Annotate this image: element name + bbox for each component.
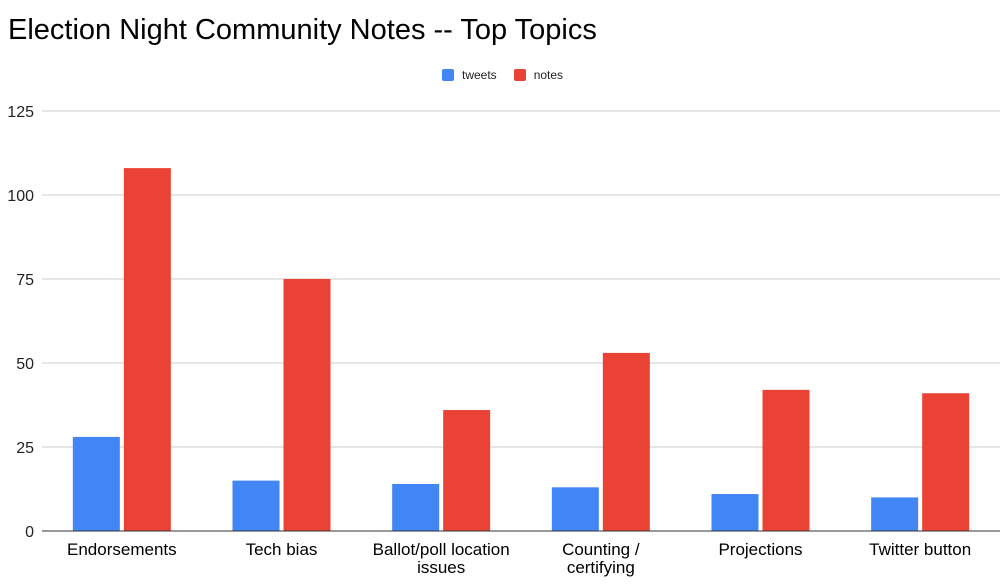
bar-tweets xyxy=(551,487,599,531)
legend-item-tweets: tweets xyxy=(442,68,497,82)
bar-tweets xyxy=(711,494,759,531)
legend: tweets notes xyxy=(442,68,580,82)
y-tick-label: 25 xyxy=(16,440,34,457)
bar-notes xyxy=(762,389,810,531)
legend-swatch-tweets xyxy=(442,69,454,81)
bar-tweets xyxy=(232,480,280,531)
bar-notes xyxy=(922,393,970,531)
legend-swatch-notes xyxy=(513,69,526,81)
bar-tweets xyxy=(72,436,120,531)
bar-notes xyxy=(602,352,650,531)
legend-label-notes: notes xyxy=(533,68,564,82)
legend-label-tweets: tweets xyxy=(462,68,497,82)
x-tick-label: certifying xyxy=(567,558,635,577)
bar-tweets xyxy=(392,483,440,531)
x-tick-label: issues xyxy=(417,558,465,577)
y-tick-label: 100 xyxy=(7,188,34,205)
chart-title: Election Night Community Notes -- Top To… xyxy=(8,14,597,46)
y-tick-label: 0 xyxy=(25,524,34,541)
bar-tweets xyxy=(871,497,919,531)
bar-notes xyxy=(283,279,331,531)
x-tick-label: Endorsements xyxy=(67,540,177,559)
x-tick-label: Counting / xyxy=(562,540,640,559)
x-tick-label: Tech bias xyxy=(246,540,318,559)
y-tick-label: 50 xyxy=(16,356,34,373)
x-tick-label: Projections xyxy=(718,540,802,559)
y-tick-label: 125 xyxy=(7,104,34,121)
x-tick-label: Twitter button xyxy=(869,540,971,559)
x-tick-label: Ballot/poll location xyxy=(373,540,510,559)
y-tick-label: 75 xyxy=(16,272,34,289)
bar-notes xyxy=(443,410,491,531)
legend-item-notes: notes xyxy=(513,68,564,82)
bar-notes xyxy=(123,168,171,531)
